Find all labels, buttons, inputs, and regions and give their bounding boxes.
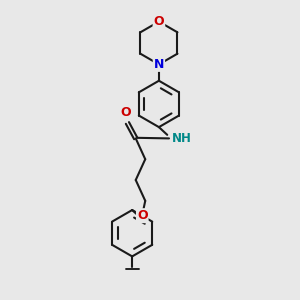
- Text: N: N: [154, 58, 164, 71]
- Text: NH: NH: [172, 132, 192, 145]
- Text: O: O: [121, 106, 131, 119]
- Text: O: O: [137, 209, 148, 222]
- Text: O: O: [154, 15, 164, 28]
